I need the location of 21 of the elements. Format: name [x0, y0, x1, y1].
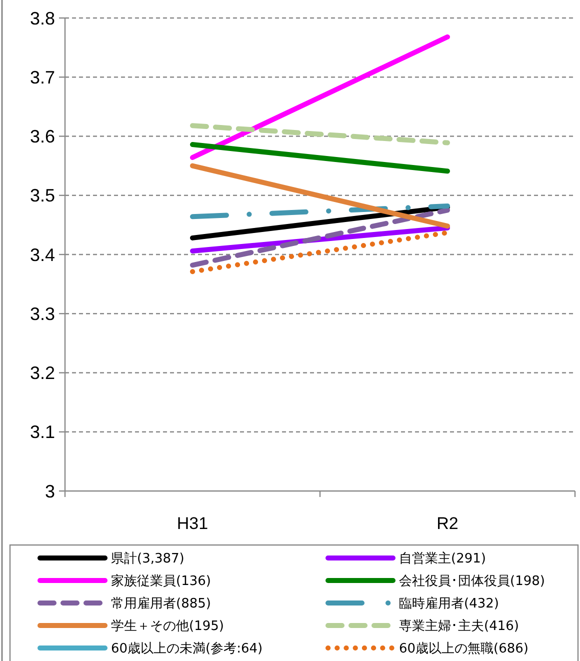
y-tick-label: 3.6: [30, 126, 55, 147]
legend-label: 60歳以上の未満(参考:64): [111, 642, 263, 657]
legend-label: 自営業主(291): [399, 550, 486, 567]
legend-label: 会社役員･団体役員(198): [399, 574, 545, 590]
legend-label: 60歳以上の無職(686): [399, 642, 528, 657]
y-tick-label: 3.3: [30, 304, 55, 324]
legend-label: 専業主婦･主夫(416): [399, 618, 519, 634]
y-tick-label: 3.5: [30, 186, 55, 206]
legend-label: 県計(3,387): [111, 552, 184, 567]
y-tick-label: 3.1: [30, 422, 55, 442]
y-tick-label: 3.4: [30, 244, 55, 265]
x-tick-label: R2: [436, 514, 458, 533]
legend-label: 常用雇用者(885): [111, 596, 211, 612]
legend-label: 臨時雇用者(432): [399, 596, 499, 612]
y-tick-label: 3.7: [30, 67, 55, 88]
y-tick-label: 3.8: [30, 8, 55, 28]
legend-label: 家族従業員(136): [111, 573, 211, 590]
legend-label: 学生＋その他(195): [111, 619, 224, 634]
y-tick-label: 3: [44, 481, 55, 502]
y-tick-label: 3.2: [30, 363, 55, 384]
x-tick-label: H31: [176, 514, 208, 533]
